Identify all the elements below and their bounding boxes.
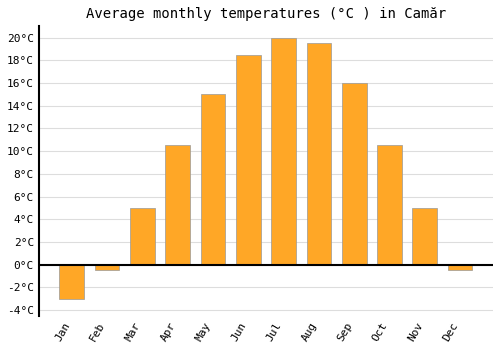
Bar [271, 38, 296, 265]
Bar [200, 94, 226, 265]
Bar [306, 43, 331, 265]
Bar [166, 146, 190, 265]
Title: Average monthly temperatures (°C ) in Camăr: Average monthly temperatures (°C ) in Ca… [86, 7, 446, 21]
Bar [448, 265, 472, 270]
Bar [377, 146, 402, 265]
Bar [342, 83, 366, 265]
Bar [236, 55, 260, 265]
Bar [60, 265, 84, 299]
Bar [130, 208, 155, 265]
Bar [412, 208, 437, 265]
Bar [94, 265, 120, 270]
